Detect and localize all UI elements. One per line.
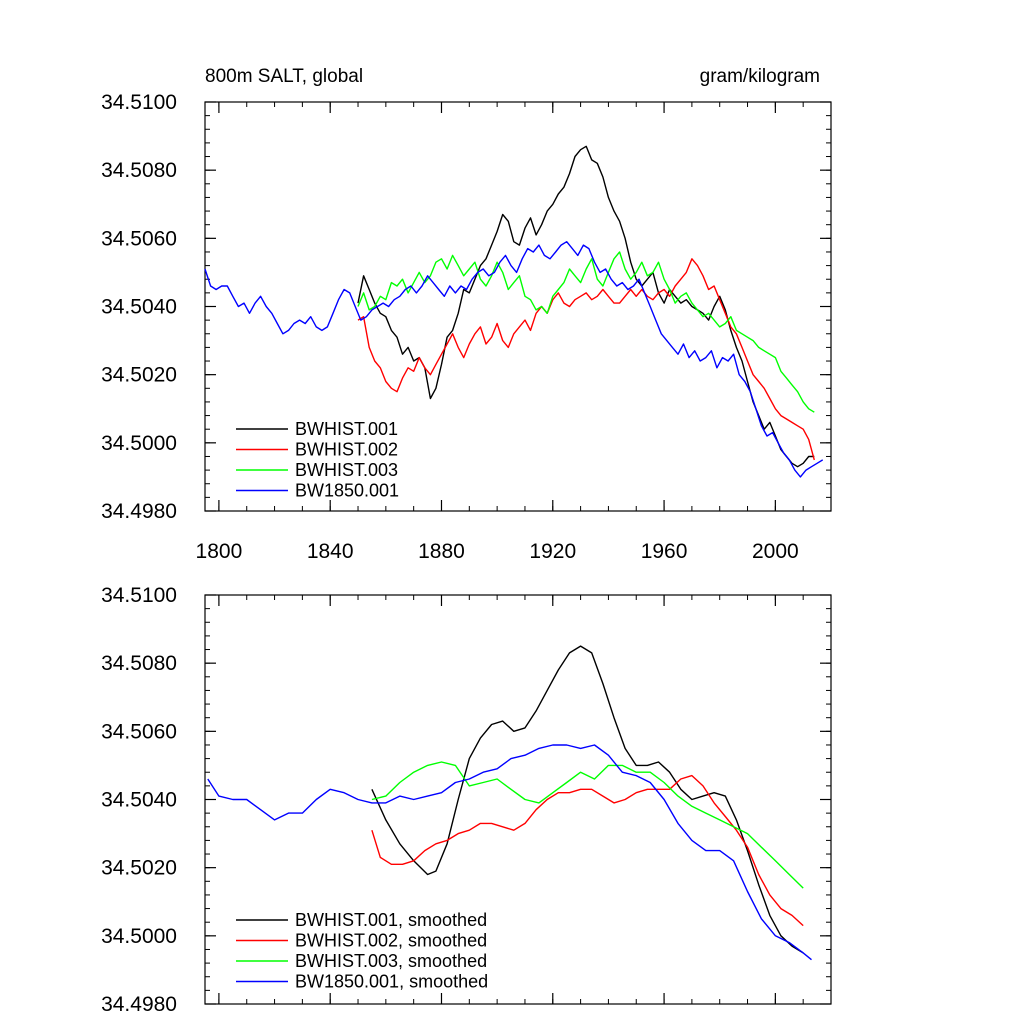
legend-label: BWHIST.002	[295, 440, 398, 460]
series-line-2	[357, 258, 815, 461]
y-tick-label: 34.5080	[101, 652, 177, 675]
chart-units: gram/kilogram	[700, 66, 820, 87]
y-tick-label: 34.4980	[101, 993, 177, 1016]
chart-title: 800m SALT, global	[205, 66, 363, 87]
top-panel: 34.4980 34.5000 34.5020 34.5040 34.5060 34.50…	[101, 91, 832, 563]
legend-label: BWHIST.003	[295, 460, 398, 480]
x-tick-label: 1840	[307, 540, 354, 563]
series-line-3	[357, 251, 815, 413]
legend-label: BW1850.001	[295, 481, 399, 501]
x-tick-label: 1800	[196, 540, 243, 563]
series-line-1	[357, 145, 815, 468]
y-tick-label: 34.5060	[101, 720, 177, 743]
x-tick-label: 1960	[641, 540, 688, 563]
legend-label: BWHIST.001	[295, 419, 398, 439]
y-tick-label: 34.5000	[101, 432, 177, 455]
x-tick-label: 1880	[418, 540, 465, 563]
series-line-2	[371, 774, 804, 927]
y-tick-label: 34.5020	[101, 857, 177, 880]
bottom-panel: 34.4980 34.5000 34.5020 34.5040 34.5060 34.50…	[101, 584, 832, 1016]
y-tick-label: 34.5040	[101, 296, 177, 319]
legend-label: BWHIST.002, smoothed	[295, 931, 487, 951]
series-line-3	[371, 761, 804, 889]
y-tick-label: 34.5040	[101, 789, 177, 812]
y-tick-label: 34.5100	[101, 91, 177, 114]
legend-label: BWHIST.001, smoothed	[295, 910, 487, 930]
series-line-4	[204, 240, 824, 478]
legend-label: BWHIST.003, smoothed	[295, 951, 487, 971]
x-tick-label: 2000	[752, 540, 799, 563]
y-tick-label: 34.4980	[101, 500, 177, 523]
x-tick-label: 1920	[529, 540, 576, 563]
legend-label: BW1850.001, smoothed	[295, 972, 488, 992]
series-line-1	[371, 645, 804, 954]
y-tick-label: 34.5000	[101, 925, 177, 948]
y-tick-label: 34.5020	[101, 364, 177, 387]
series-line-4	[207, 744, 812, 961]
y-tick-label: 34.5100	[101, 584, 177, 607]
y-tick-label: 34.5060	[101, 227, 177, 250]
y-tick-label: 34.5080	[101, 159, 177, 182]
